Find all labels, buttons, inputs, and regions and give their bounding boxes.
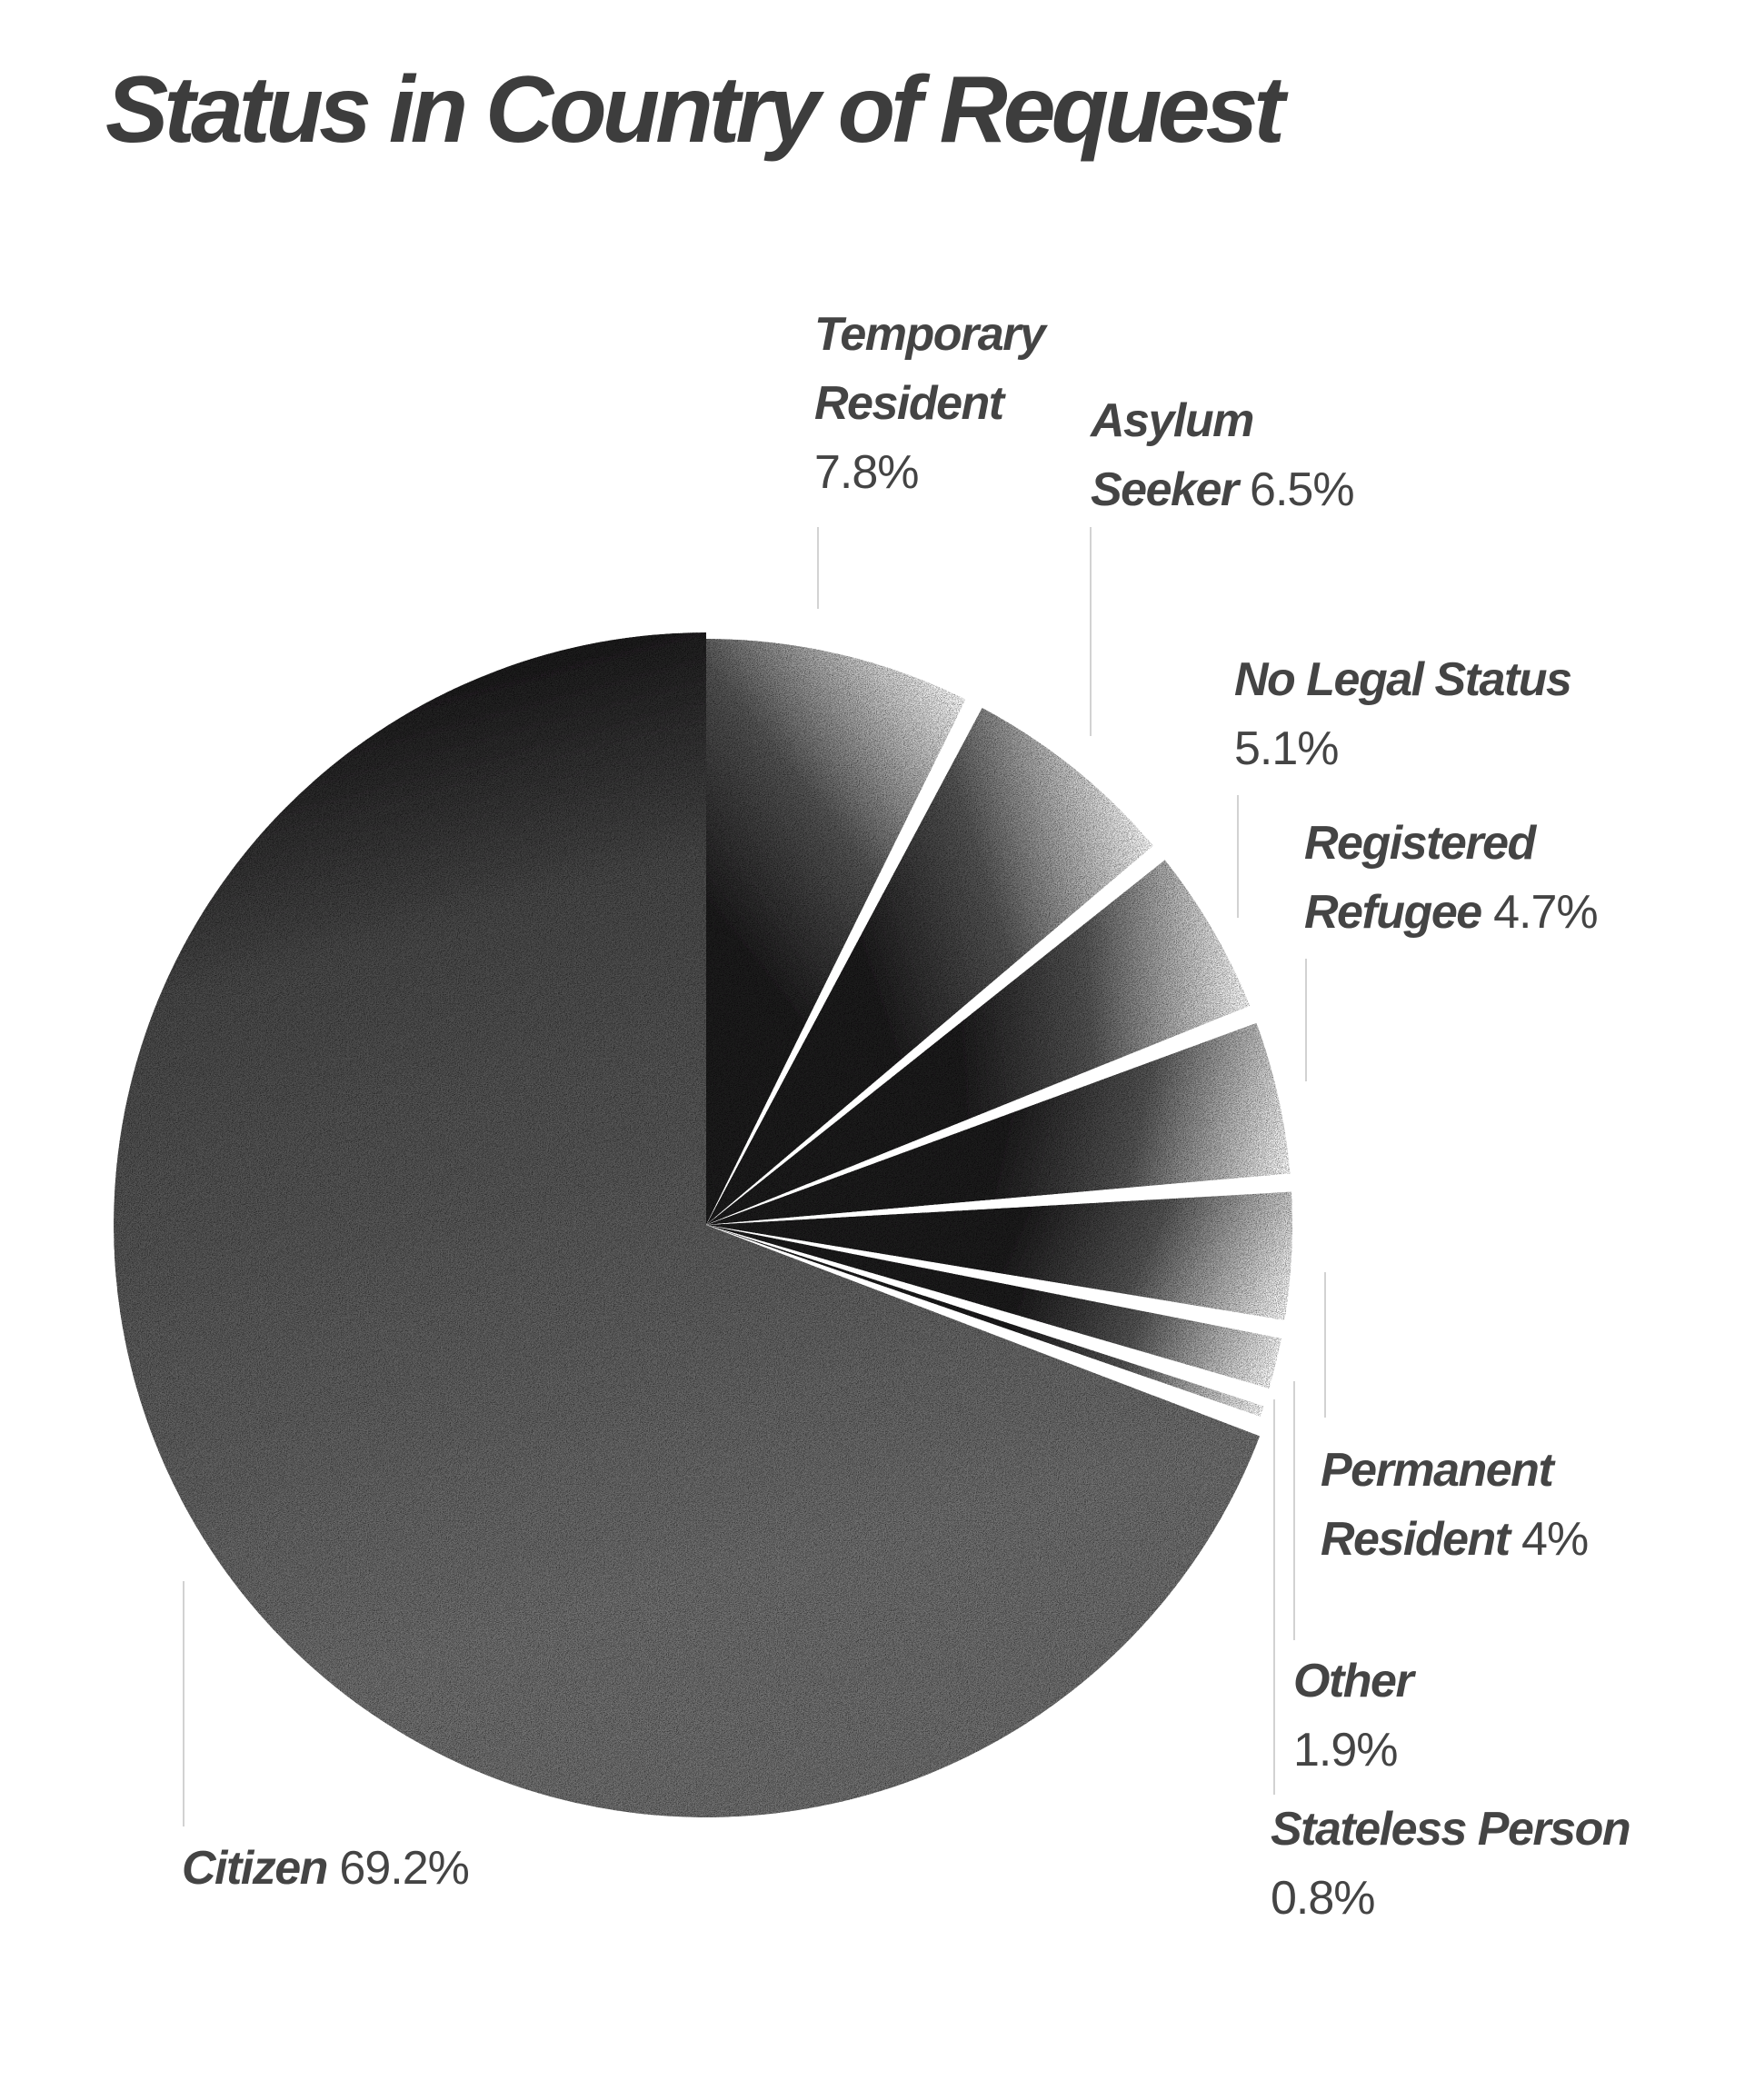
slice-label-temporary-resident: Temporary Resident 7.8% [814, 308, 1049, 499]
slice-name-asylum-seeker: Asylum [1089, 394, 1253, 447]
slice-value-citizen: 69.2% [327, 1842, 469, 1895]
pie-slice-stateless-person [706, 1225, 1264, 1417]
slice-label-permanent-resident: Permanent Resident 4% [1321, 1444, 1588, 1566]
slice-label-citizen: Citizen 69.2% [182, 1842, 469, 1895]
slice-name-registered-refugee: Refugee [1304, 886, 1481, 939]
leader-lines [183, 527, 1326, 1826]
pie-slice-temporary-resident [706, 639, 966, 1225]
slice-label-registered-refugee: Registered Refugee 4.7% [1304, 817, 1598, 939]
slice-name-temporary-resident: Temporary [814, 308, 1049, 361]
pie-slice-no-legal-status [706, 860, 1251, 1225]
pie-slice-registered-refugee [706, 1022, 1291, 1225]
slice-name-citizen: Citizen [182, 1842, 327, 1895]
slice-labels: Temporary Resident 7.8% Asylum Seeker 6.5% No… [182, 308, 1631, 1925]
slice-name-permanent-resident: Permanent [1321, 1444, 1556, 1497]
slice-name-stateless-person: Stateless Person [1271, 1803, 1630, 1856]
slice-label-no-legal-status: No Legal Status 5.1% [1234, 653, 1571, 775]
slice-name-temporary-resident: Resident [814, 377, 1007, 430]
slice-value-asylum-seeker: 6.5% [1238, 463, 1354, 516]
slice-value-stateless-person: 0.8% [1271, 1872, 1375, 1925]
slice-value-registered-refugee: 4.7% [1481, 886, 1598, 939]
slice-label-stateless-person: Stateless Person 0.8% [1271, 1803, 1630, 1925]
pie-slice-other [706, 1225, 1281, 1388]
pie-slice-asylum-seeker [706, 707, 1153, 1225]
slice-name-other: Other [1293, 1655, 1416, 1707]
slice-value-no-legal-status: 5.1% [1234, 722, 1339, 775]
slice-label-asylum-seeker: Asylum Seeker 6.5% [1089, 394, 1354, 516]
pie-slice-citizen [113, 632, 1261, 1817]
slice-name-asylum-seeker: Seeker [1091, 463, 1241, 516]
slice-name-no-legal-status: No Legal Status [1234, 653, 1571, 706]
slice-value-other: 1.9% [1293, 1724, 1398, 1777]
pie-slices [113, 632, 1292, 1817]
slice-value-temporary-resident: 7.8% [814, 446, 919, 499]
slice-label-other: Other 1.9% [1293, 1655, 1416, 1777]
pie-slice-permanent-resident [706, 1191, 1292, 1320]
chart-title: Status in Country of Request [105, 57, 1285, 163]
slice-name-registered-refugee: Registered [1304, 817, 1537, 870]
slice-value-permanent-resident: 4% [1510, 1513, 1589, 1566]
slice-name-permanent-resident: Resident [1321, 1513, 1513, 1566]
